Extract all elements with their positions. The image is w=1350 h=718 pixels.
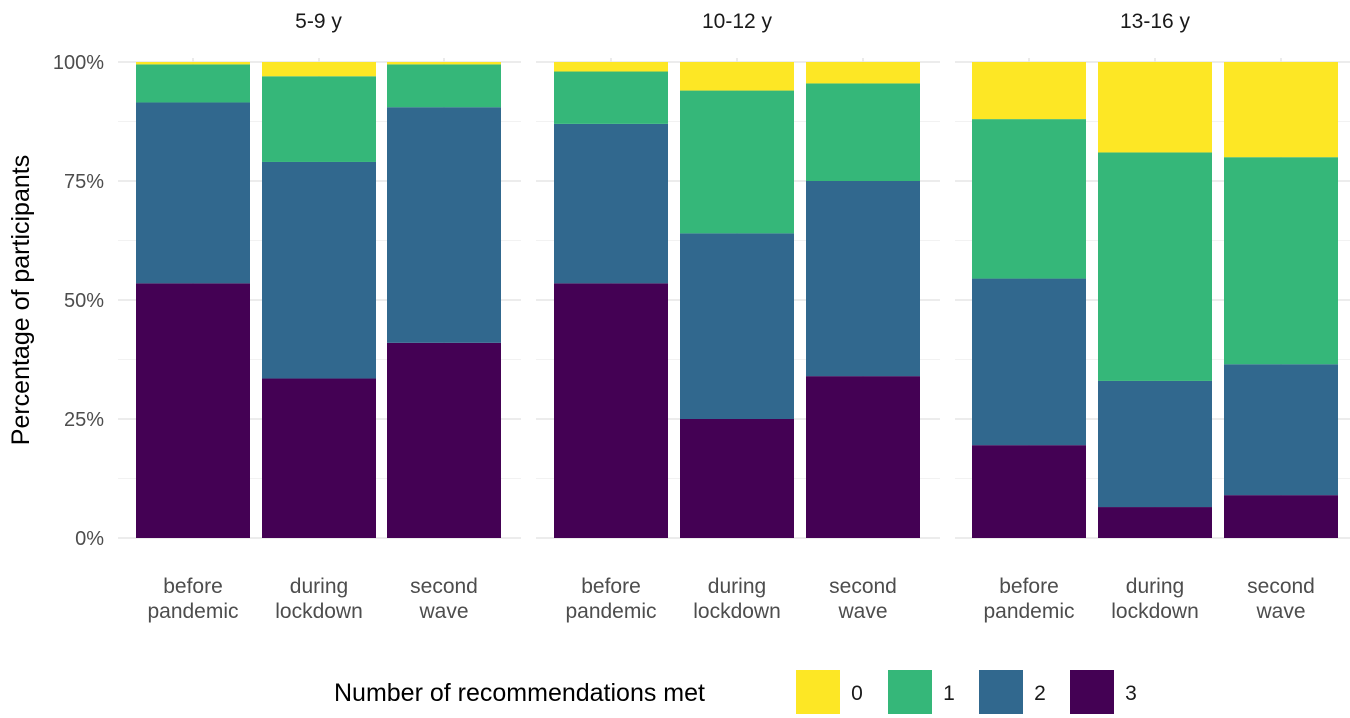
legend-item: 1 [888, 670, 955, 714]
x-tick-label: second [829, 575, 897, 598]
legend-label: 0 [851, 682, 863, 705]
x-tick-label: wave [418, 600, 468, 623]
bar-segment [972, 62, 1086, 120]
y-tick-label: 25% [64, 409, 104, 431]
bar-segment [262, 62, 376, 77]
x-tick-label: during [1126, 575, 1184, 598]
bar-segment [806, 376, 920, 538]
bar-segment [136, 102, 250, 284]
bar-segment [1098, 152, 1212, 381]
x-tick-label: wave [1255, 600, 1305, 623]
bar-segment [680, 90, 794, 234]
bar-segment [806, 62, 920, 84]
bar-segment [1098, 62, 1212, 153]
bar-segment [136, 283, 250, 538]
y-tick-label: 50% [64, 290, 104, 312]
legend-item: 0 [796, 670, 863, 714]
bar-segment [1224, 364, 1338, 496]
y-tick-label: 75% [64, 171, 104, 193]
bar-segment [262, 76, 376, 162]
x-tick-label: lockdown [1111, 600, 1199, 623]
bar-segment [972, 119, 1086, 279]
x-tick-label: lockdown [275, 600, 363, 623]
bar-segment [972, 278, 1086, 446]
bar-segment [680, 419, 794, 538]
bar-segment [1224, 157, 1338, 365]
y-tick-label: 100% [53, 52, 104, 74]
legend-item: 2 [979, 670, 1046, 714]
bar-segment [554, 62, 668, 72]
bar-segment [387, 64, 501, 108]
y-axis-title: Percentage of participants [7, 155, 35, 445]
legend-label: 1 [943, 682, 955, 705]
x-tick-label: before [581, 575, 641, 598]
x-tick-label: during [708, 575, 766, 598]
legend-key [1070, 670, 1114, 714]
x-tick-label: pandemic [147, 600, 238, 623]
bar-segment [136, 64, 250, 103]
x-tick-label: before [999, 575, 1059, 598]
legend-key [796, 670, 840, 714]
bar-segment [806, 83, 920, 181]
x-tick-label: second [410, 575, 478, 598]
x-tick-label: during [290, 575, 348, 598]
facet-title: 10-12 y [702, 10, 773, 33]
bar-segment [387, 342, 501, 538]
legend: Number of recommendations met 0 1 2 3 [334, 670, 1137, 714]
facet-title: 5-9 y [295, 10, 342, 33]
legend-label: 2 [1034, 682, 1046, 705]
bar-segment [554, 71, 668, 124]
bar-segment [680, 62, 794, 91]
bar-segment [387, 62, 501, 65]
y-tick-label: 0% [75, 528, 104, 550]
bar-segment [1098, 380, 1212, 508]
facet-title: 13-16 y [1120, 10, 1191, 33]
legend-label: 3 [1125, 682, 1137, 705]
x-tick-label: wave [837, 600, 887, 623]
bar-segment [680, 233, 794, 419]
bar-segment [262, 378, 376, 538]
bar-segment [262, 161, 376, 379]
x-tick-label: before [163, 575, 223, 598]
legend-item: 3 [1070, 670, 1137, 714]
legend-key [888, 670, 932, 714]
bar-segment [136, 62, 250, 65]
bar-segment [806, 181, 920, 377]
x-tick-label: second [1247, 575, 1315, 598]
bar-segment [554, 123, 668, 284]
legend-title: Number of recommendations met [334, 679, 705, 707]
bar-segment [972, 445, 1086, 538]
bar-segment [1098, 507, 1212, 538]
x-tick-label: pandemic [565, 600, 656, 623]
legend-key [979, 670, 1023, 714]
x-tick-label: pandemic [983, 600, 1074, 623]
bar-segment [387, 107, 501, 343]
x-tick-label: lockdown [693, 600, 781, 623]
facet-panels: 5-9 ybeforepandemicduringlockdownsecondw… [53, 10, 1350, 623]
bar-segment [554, 283, 668, 538]
bar-segment [1224, 62, 1338, 158]
bar-segment [1224, 495, 1338, 538]
